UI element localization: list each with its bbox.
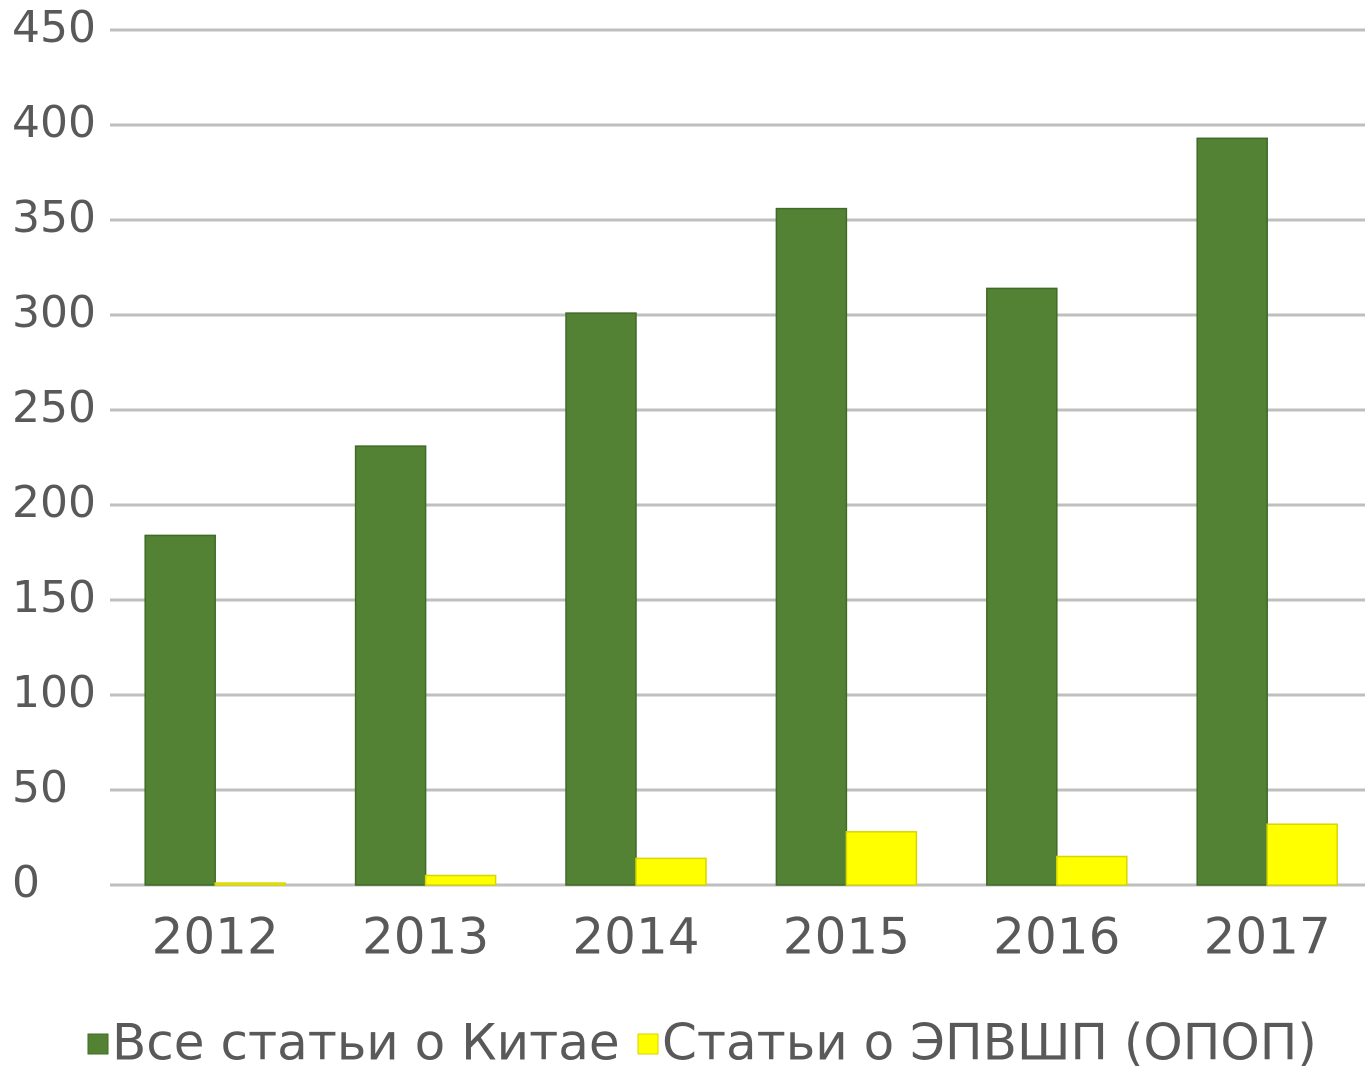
bar (424, 874, 497, 886)
x-tick-label: 2016 (993, 908, 1120, 966)
y-tick-label: 350 (12, 192, 96, 243)
y-tick-label: 250 (12, 382, 96, 433)
x-tick-label: 2012 (152, 908, 279, 966)
legend-swatch (637, 1033, 659, 1055)
legend-label: Все статьи о Китае (112, 1014, 620, 1072)
bar (144, 534, 216, 886)
x-tick-label: 2014 (572, 908, 699, 966)
bar (1196, 137, 1268, 886)
x-tick-label: 2013 (362, 908, 489, 966)
bar (214, 882, 286, 886)
bar (775, 207, 848, 886)
y-tick-label: 300 (12, 287, 96, 338)
bar (986, 287, 1058, 886)
bar (845, 831, 918, 886)
y-tick-label: 150 (12, 572, 96, 623)
y-tick-label: 200 (12, 477, 96, 528)
x-tick-label: 2015 (783, 908, 910, 966)
bar (565, 312, 637, 886)
y-tick-label: 450 (12, 2, 96, 53)
y-tick-label: 50 (12, 762, 68, 813)
y-tick-label: 0 (12, 857, 40, 908)
x-tick-label: 2017 (1204, 908, 1331, 966)
y-tick-label: 100 (12, 667, 96, 718)
y-tick-label: 400 (12, 97, 96, 148)
bar (1266, 823, 1338, 886)
bar (635, 857, 707, 886)
bar (1056, 855, 1128, 886)
legend-swatch (87, 1033, 109, 1055)
bar (354, 445, 427, 886)
legend-label: Статьи о ЭПВШП (ОПОП) (662, 1014, 1317, 1072)
